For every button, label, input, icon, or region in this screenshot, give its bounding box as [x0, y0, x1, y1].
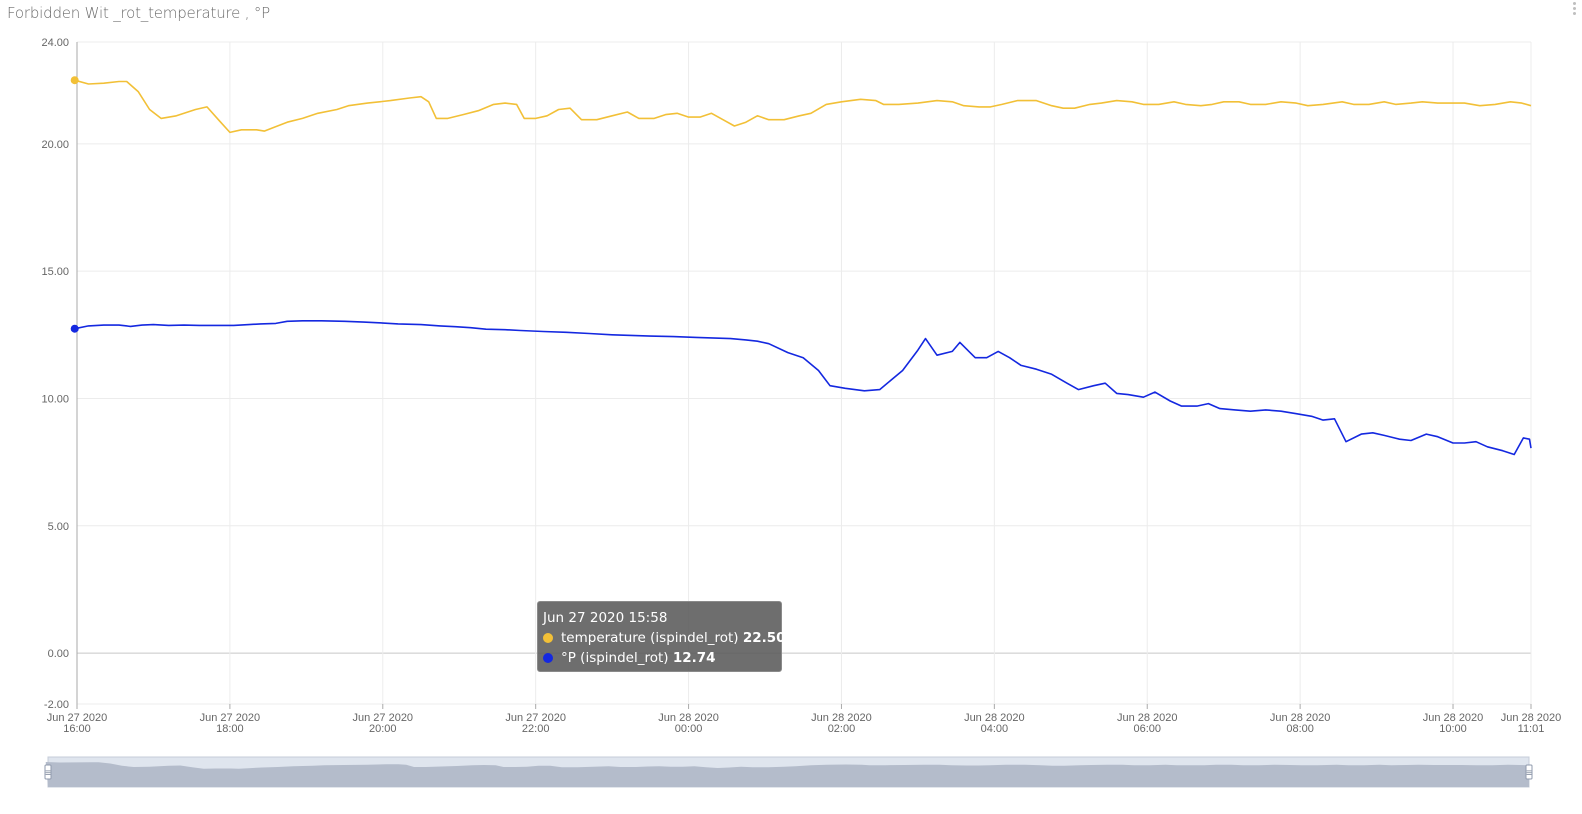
x-tick-label: Jun 28 2020	[1501, 712, 1562, 724]
y-tick-label: 5.00	[48, 521, 69, 533]
chart-tooltip: Jun 27 2020 15:58 temperature (ispindel_…	[537, 601, 786, 672]
y-tick-label: 24.00	[41, 37, 69, 49]
chart-menu-icon[interactable]	[1570, 0, 1578, 22]
x-tick-label: Jun 27 2020	[353, 712, 414, 724]
y-tick-label: -2.00	[44, 699, 69, 711]
x-tick-label: 22:00	[522, 723, 550, 735]
x-tick-label: Jun 28 2020	[964, 712, 1025, 724]
temperature-legend-dot	[543, 633, 553, 643]
x-tick-label: 16:00	[63, 723, 91, 735]
tooltip-label: temperature (ispindel_rot)	[561, 630, 739, 646]
tooltip-row-plato: °P (ispindel_rot) 12.74	[543, 648, 781, 668]
x-tick-label: 02:00	[828, 723, 856, 735]
y-axis: -2.00 0.00 5.00 10.00 15.00 20.00 24.00	[41, 37, 78, 711]
chart-series	[70, 76, 1532, 456]
x-tick-label: Jun 27 2020	[505, 712, 566, 724]
x-tick-label: 06:00	[1133, 723, 1161, 735]
plato-legend-dot	[543, 653, 553, 663]
y-tick-label: 0.00	[48, 648, 69, 660]
range-navigator: ≡ ≡	[44, 756, 1533, 788]
x-tick-label: 18:00	[216, 723, 244, 735]
x-tick-label: 08:00	[1286, 723, 1314, 735]
x-tick-label: Jun 27 2020	[47, 712, 108, 724]
navigator-area	[45, 762, 1530, 787]
navigator-handle-grip: ≡	[45, 768, 51, 779]
x-tick-label: 04:00	[981, 723, 1009, 735]
series-marker	[70, 76, 79, 85]
x-tick-label: 11:01	[1518, 723, 1545, 735]
tooltip-label: °P (ispindel_rot)	[561, 650, 669, 666]
tooltip-value: 12.74	[672, 650, 716, 666]
navigator-handle-grip: ≡	[1526, 768, 1532, 779]
navigator-handle-right[interactable]	[1525, 764, 1533, 780]
x-tick-label: 10:00	[1439, 723, 1467, 735]
y-tick-label: 15.00	[41, 266, 69, 278]
tooltip-value: 22.50	[742, 630, 786, 646]
x-tick-label: 00:00	[675, 723, 703, 735]
series-line	[74, 79, 1532, 134]
x-tick-label: Jun 27 2020	[200, 712, 261, 724]
x-tick-label: Jun 28 2020	[1270, 712, 1331, 724]
tooltip-time: Jun 27 2020 15:58	[543, 610, 668, 626]
x-tick-label: Jun 28 2020	[658, 712, 719, 724]
series-marker	[70, 324, 79, 333]
x-tick-label: Jun 28 2020	[1117, 712, 1178, 724]
x-tick-label: Jun 28 2020	[811, 712, 872, 724]
y-tick-label: 10.00	[41, 393, 69, 405]
y-tick-label: 20.00	[41, 139, 69, 151]
x-tick-label: Jun 28 2020	[1423, 712, 1484, 724]
chart-grid	[76, 41, 1532, 705]
tooltip-row-temperature: temperature (ispindel_rot) 22.50	[543, 628, 786, 648]
series-line	[74, 320, 1532, 456]
navigator-handle-left[interactable]	[44, 764, 52, 780]
x-tick-label: 20:00	[369, 723, 397, 735]
chart-title: Forbidden Wit _rot_temperature , °P	[7, 4, 271, 22]
